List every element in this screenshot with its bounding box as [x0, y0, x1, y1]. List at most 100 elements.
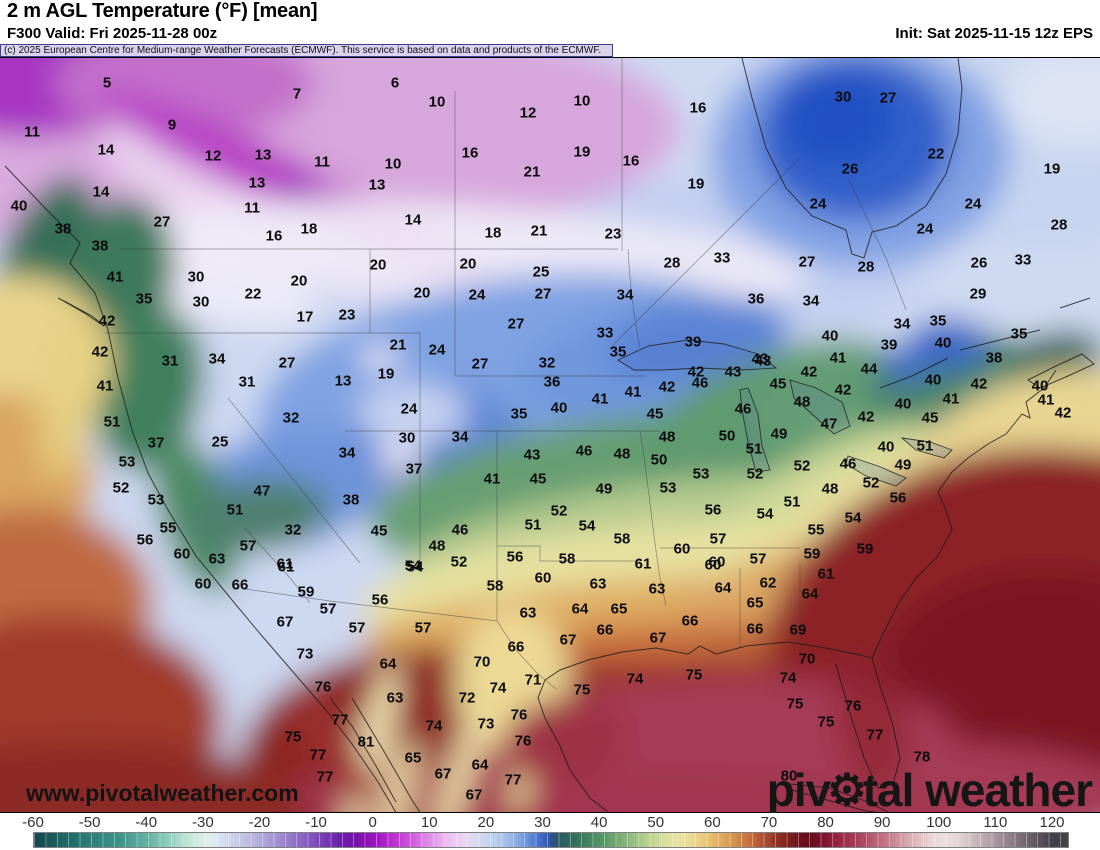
- temp-label: 67: [276, 613, 294, 631]
- temp-label: 21: [530, 222, 548, 240]
- temp-label: 18: [484, 224, 502, 242]
- temp-label: 77: [866, 726, 884, 744]
- temp-label: 40: [10, 197, 28, 215]
- temp-label: 42: [91, 343, 109, 361]
- temp-label: 64: [571, 600, 589, 618]
- temp-label: 49: [595, 480, 613, 498]
- temp-label: 26: [841, 160, 859, 178]
- temp-label: 17: [296, 308, 314, 326]
- temp-label: 57: [749, 550, 767, 568]
- temp-label: 42: [687, 363, 705, 381]
- temp-label: 19: [687, 175, 705, 193]
- temp-label: 56: [889, 489, 907, 507]
- temp-label: 43: [724, 363, 742, 381]
- temp-label: 14: [97, 141, 115, 159]
- temp-label: 19: [377, 365, 395, 383]
- temp-label: 19: [573, 143, 591, 161]
- temp-label: 64: [379, 655, 397, 673]
- temp-label: 66: [507, 638, 525, 656]
- map-canvas: [0, 58, 1100, 813]
- temp-label: 53: [659, 479, 677, 497]
- temp-label: 60: [173, 545, 191, 563]
- temp-label: 40: [550, 399, 568, 417]
- temp-label: 52: [862, 474, 880, 492]
- logo-text-tal-weather: tal weather: [862, 764, 1093, 813]
- temp-label: 53: [147, 491, 165, 509]
- temp-label: 27: [278, 354, 296, 372]
- temp-label: 31: [238, 373, 256, 391]
- temp-label: 11: [314, 153, 330, 171]
- temp-label: 52: [450, 553, 468, 571]
- temp-label: 51: [916, 437, 934, 455]
- temp-label: 74: [489, 679, 507, 697]
- temp-label: 54: [578, 517, 596, 535]
- colorbar-tick: -10: [305, 814, 327, 831]
- temp-label: 34: [802, 292, 820, 310]
- temp-label: 55: [159, 519, 177, 537]
- temp-label: 59: [297, 583, 315, 601]
- logo-text-piv: piv: [766, 764, 831, 813]
- temp-label: 55: [807, 521, 825, 539]
- temp-label: 60: [194, 575, 212, 593]
- temp-label: 53: [118, 453, 136, 471]
- temp-label: 13: [334, 372, 352, 390]
- temp-label: 58: [613, 530, 631, 548]
- init-time-label: Init: Sat 2025-11-15 12z EPS: [895, 25, 1093, 42]
- temp-label: 57: [239, 537, 257, 555]
- temp-label: 37: [405, 460, 423, 478]
- temp-label: 42: [857, 408, 875, 426]
- temp-label: 9: [167, 116, 177, 134]
- temp-label: 44: [860, 360, 878, 378]
- temp-label: 32: [538, 354, 556, 372]
- temp-label: 61: [634, 555, 652, 573]
- temp-label: 40: [877, 438, 895, 456]
- temp-label: 54: [406, 558, 424, 576]
- temp-label: 41: [624, 383, 642, 401]
- temp-label: 20: [459, 255, 477, 273]
- temp-label: 33: [596, 324, 614, 342]
- temp-label: 64: [471, 756, 489, 774]
- temp-label: 28: [857, 258, 875, 276]
- temp-label: 77: [504, 771, 522, 789]
- temp-label: 41: [483, 470, 501, 488]
- temp-label: 37: [147, 434, 165, 452]
- temp-label: 30: [192, 293, 210, 311]
- temp-label: 38: [342, 491, 360, 509]
- temp-label: 48: [821, 480, 839, 498]
- colorbar-tick: 120: [1039, 814, 1065, 831]
- temp-label: 30: [187, 268, 205, 286]
- temp-label: 42: [98, 312, 116, 330]
- temp-label: 13: [248, 174, 266, 192]
- temp-label: 65: [404, 749, 422, 767]
- temp-label: 42: [800, 363, 818, 381]
- colorbar-tick: 30: [534, 814, 551, 831]
- temp-label: 62: [759, 574, 777, 592]
- temp-label: 53: [692, 465, 710, 483]
- temp-label: 59: [803, 545, 821, 563]
- temp-label: 10: [573, 92, 591, 110]
- page-title: 2 m AGL Temperature (°F) [mean]: [7, 0, 318, 22]
- temp-label: 45: [921, 409, 939, 427]
- temp-label: 18: [300, 220, 318, 238]
- temp-label: 56: [136, 531, 154, 549]
- temp-label: 59: [856, 540, 874, 558]
- temp-label: 42: [834, 381, 852, 399]
- temp-label: 46: [839, 455, 857, 473]
- temp-label: 63: [519, 604, 537, 622]
- temp-label: 27: [534, 285, 552, 303]
- temp-label: 33: [1014, 251, 1032, 269]
- temp-label: 40: [821, 327, 839, 345]
- temp-label: 12: [204, 147, 222, 165]
- temp-label: 13: [368, 176, 386, 194]
- temp-label: 5: [102, 74, 112, 92]
- temp-label: 32: [284, 521, 302, 539]
- temp-label: 22: [244, 285, 262, 303]
- temp-label: 38: [54, 220, 72, 238]
- temp-label: 65: [746, 594, 764, 612]
- temp-label: 51: [226, 501, 244, 519]
- temp-label: 51: [745, 440, 763, 458]
- temp-label: 25: [211, 433, 229, 451]
- temp-label: 23: [604, 225, 622, 243]
- temp-label: 26: [970, 254, 988, 272]
- temp-label: 42: [1054, 404, 1072, 422]
